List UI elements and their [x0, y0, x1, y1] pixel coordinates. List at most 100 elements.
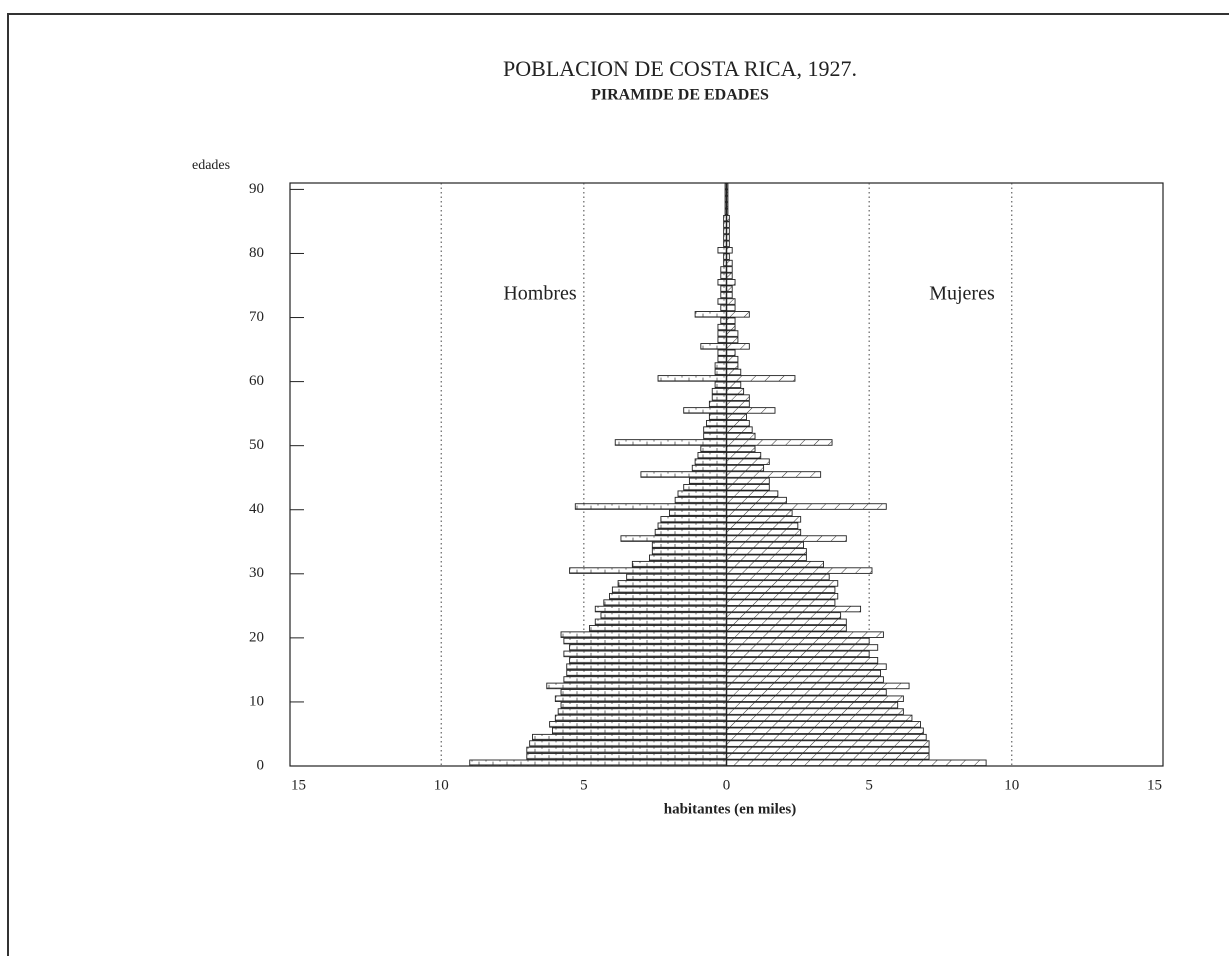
bar	[726, 477, 770, 485]
bar	[717, 323, 727, 331]
x-axis-label: habitantes (en miles)	[664, 801, 797, 817]
x-tick-label: 10	[1004, 777, 1019, 793]
bar	[726, 355, 739, 363]
bar	[703, 426, 727, 433]
page-frame	[7, 13, 1229, 956]
bar	[726, 419, 750, 427]
bar	[726, 285, 733, 292]
bar	[726, 426, 753, 433]
bar	[717, 349, 727, 357]
bar	[726, 503, 887, 510]
bar	[726, 336, 739, 344]
bar	[726, 676, 884, 683]
bar	[649, 554, 727, 562]
bar	[726, 605, 862, 613]
legend-label: Mujeres	[929, 283, 995, 305]
bar	[694, 311, 727, 318]
bar	[594, 605, 727, 613]
bar	[720, 291, 727, 299]
bar	[726, 657, 879, 664]
bar	[603, 599, 727, 606]
bar	[726, 349, 736, 357]
bar	[711, 387, 727, 395]
bar	[726, 484, 770, 491]
bar	[726, 708, 904, 715]
bar	[726, 509, 793, 517]
bar	[726, 599, 836, 606]
bar	[569, 657, 727, 664]
x-tick-label: 5	[865, 777, 873, 793]
bar	[726, 458, 770, 465]
legend-label: Hombres	[503, 283, 577, 305]
bar	[532, 733, 727, 741]
bar	[726, 586, 836, 594]
bar	[691, 464, 727, 472]
bar	[566, 669, 727, 677]
bar	[726, 272, 733, 280]
bar	[726, 490, 779, 497]
chart-subtitle: PIRAMIDE DE EDADES	[591, 87, 769, 104]
bar	[651, 548, 727, 555]
bar	[726, 291, 733, 299]
bar	[726, 554, 807, 562]
bar	[549, 721, 727, 728]
bar	[726, 400, 750, 408]
bar	[726, 317, 736, 324]
bar	[726, 298, 736, 305]
bar	[726, 637, 870, 645]
bar	[726, 452, 762, 459]
bar	[726, 695, 904, 702]
bar	[720, 266, 727, 273]
x-tick-label: 10	[434, 777, 449, 793]
bar	[726, 573, 830, 581]
bar	[726, 522, 799, 530]
bar	[614, 439, 727, 446]
bar	[726, 721, 921, 728]
bar	[554, 714, 727, 722]
bar	[546, 682, 727, 690]
bar	[717, 298, 727, 305]
bar	[569, 567, 727, 574]
bar	[706, 419, 727, 427]
y-tick-label: 60	[249, 373, 264, 389]
bar	[726, 618, 847, 626]
x-tick-label: 0	[723, 777, 731, 793]
bar	[529, 740, 727, 747]
bar	[726, 714, 913, 722]
bar	[726, 387, 745, 395]
bar	[683, 484, 727, 491]
bar	[711, 394, 727, 401]
bar	[560, 631, 727, 638]
bar	[620, 535, 727, 542]
bar	[708, 413, 727, 421]
bar	[720, 304, 727, 312]
bar	[726, 548, 807, 555]
bar	[574, 503, 727, 510]
bar	[563, 637, 727, 645]
bar	[600, 612, 727, 619]
bar	[726, 464, 765, 472]
chart-title: POBLACION DE COSTA RICA, 1927.	[503, 56, 857, 81]
bar	[589, 625, 727, 632]
bar	[717, 279, 727, 286]
bar	[566, 663, 727, 670]
bar	[726, 528, 802, 536]
bar	[726, 368, 742, 376]
bar	[726, 669, 882, 677]
y-tick-label: 70	[249, 309, 264, 325]
bar	[694, 458, 727, 465]
bar	[726, 733, 927, 741]
bar	[563, 676, 727, 683]
bar	[554, 695, 727, 702]
bar	[563, 650, 727, 658]
bar	[700, 343, 727, 350]
bar	[726, 753, 930, 760]
bar	[726, 279, 736, 286]
bar	[726, 644, 879, 651]
bar	[726, 247, 733, 254]
bar	[726, 496, 787, 504]
bar	[726, 592, 839, 600]
bar	[683, 407, 727, 414]
y-tick-label: 90	[249, 181, 264, 197]
